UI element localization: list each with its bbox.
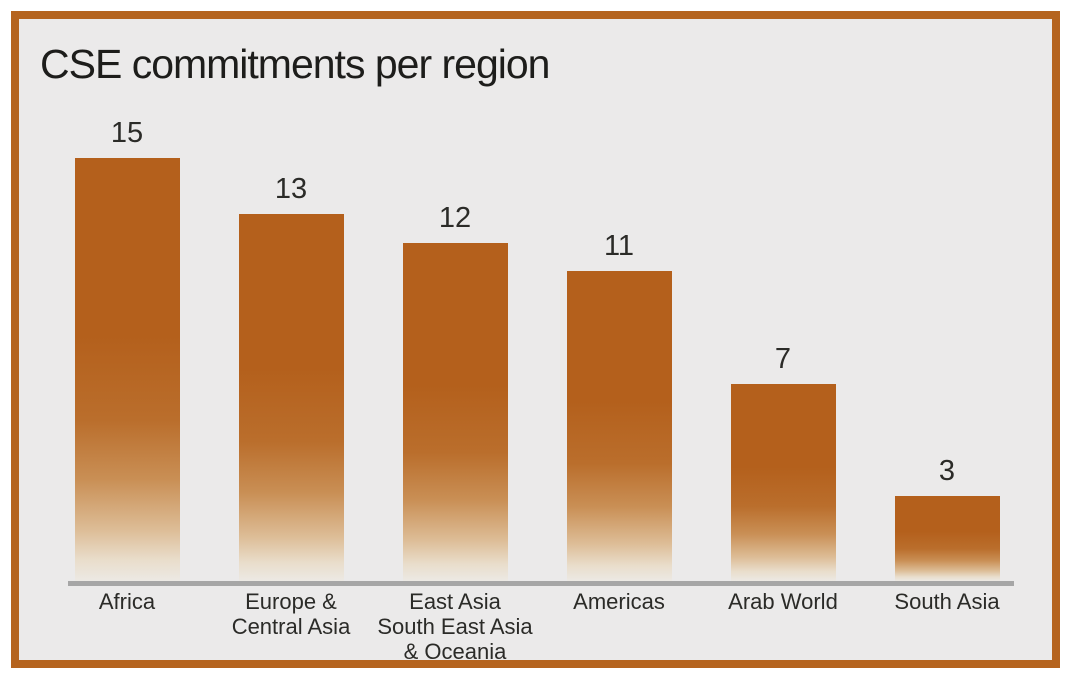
category-label-europe-central-asia: Europe & Central Asia (231, 589, 351, 639)
bar-value-africa: 15 (110, 117, 144, 149)
bar-chart: 15 Africa 13 Europe & Central Asia 12 East As… (19, 19, 1052, 664)
category-label-south-asia: South Asia (894, 589, 1000, 614)
bar-value-americas: 11 (603, 230, 635, 262)
bar-value-arab-world: 7 (774, 343, 792, 375)
bar-americas (566, 271, 672, 581)
bar-value-south-asia: 3 (938, 455, 956, 487)
category-label-americas: Americas (573, 589, 665, 614)
bar-africa (74, 158, 180, 581)
chart-card: CSE commitments per region 15 Africa 13 Eur… (11, 11, 1060, 668)
category-label-arab-world: Arab World (728, 589, 838, 614)
category-label-africa: Africa (98, 589, 156, 614)
bar-europe-central-asia (238, 214, 344, 581)
chart-title: CSE commitments per region (40, 41, 550, 87)
bar-value-europe-central-asia: 13 (274, 173, 308, 205)
bar-value-east-asia-south-east-asia-oceania: 12 (438, 202, 472, 234)
bar-east-asia-south-east-asia-oceania (402, 243, 508, 581)
category-label-east-asia-south-east-asia-oceania: East Asia South East Asia & Oceania (377, 589, 533, 664)
x-axis-baseline (68, 581, 1014, 586)
bar-arab-world (730, 384, 836, 581)
bar-south-asia (894, 496, 1000, 581)
